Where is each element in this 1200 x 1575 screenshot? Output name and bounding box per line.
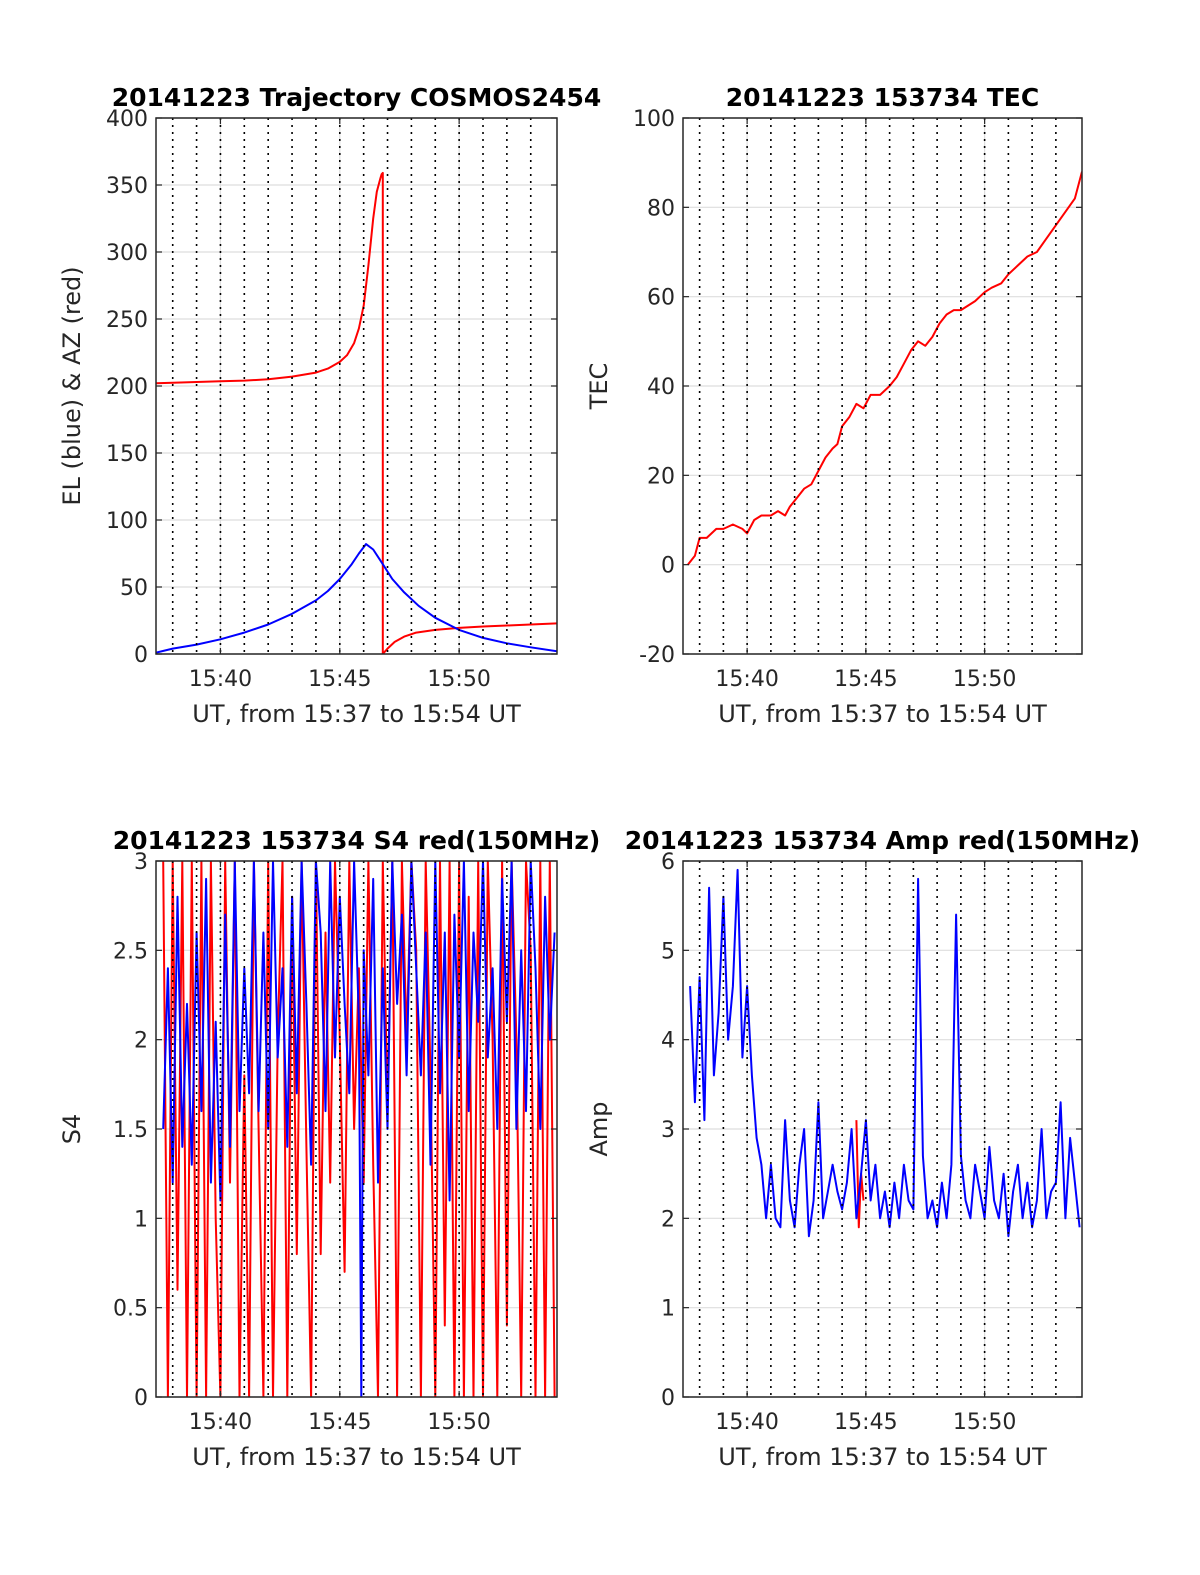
y-tick-label: 350 [106, 174, 148, 199]
x-axis-label: UT, from 15:37 to 15:54 UT [718, 1443, 1047, 1471]
y-tick-label: 1 [661, 1297, 675, 1322]
x-axis-label: UT, from 15:37 to 15:54 UT [718, 700, 1047, 728]
y-tick-label: -20 [639, 643, 675, 668]
y-tick-label: 0 [134, 1386, 148, 1411]
series-group [162, 861, 556, 1397]
y-tick-label: 3 [661, 1118, 675, 1143]
chart-amp: 0 1 2 3 4 5 6 15:40 15:45 15:50 20141223 153734 Am… [585, 826, 1140, 1471]
y-tick-label: 3 [134, 850, 148, 875]
chart-s4: 0 0.5 1 1.5 2 2.5 3 15:40 15:45 15:50 20141223 153… [58, 826, 600, 1471]
series-line-1 [855, 1120, 865, 1229]
y-tick-label: 80 [647, 196, 675, 221]
y-tick-label: 0 [661, 1386, 675, 1411]
y-tick-label: 40 [647, 375, 675, 400]
y-tick-label: 50 [120, 576, 148, 601]
chart-title: 20141223 Trajectory COSMOS2454 [112, 83, 602, 112]
y-tick-label: 2 [134, 1029, 148, 1054]
y-tick-label: 300 [106, 241, 148, 266]
x-tick-label: 15:45 [834, 667, 897, 692]
y-tick-label: 150 [106, 442, 148, 467]
chart-trajectory: 0 50 100 150 200 250 300 350 400 15:40 15:45 15:50 2… [58, 83, 601, 728]
x-axis-label: UT, from 15:37 to 15:54 UT [192, 1443, 521, 1471]
y-tick-label: 0 [134, 643, 148, 668]
x-tick-label: 15:40 [715, 667, 778, 692]
y-axis-label: EL (blue) & AZ (red) [58, 266, 86, 505]
x-tick-label: 15:45 [308, 1410, 371, 1435]
series-line-2 [689, 868, 1081, 1238]
y-tick-label: 6 [661, 850, 675, 875]
x-tick-label: 15:40 [189, 667, 252, 692]
y-tick-label: 60 [647, 286, 675, 311]
x-tick-label: 15:40 [715, 1410, 778, 1435]
y-tick-label: 250 [106, 308, 148, 333]
y-tick-label: 5 [661, 939, 675, 964]
y-tick-label: 0 [661, 554, 675, 579]
chart-title: 20141223 153734 TEC [726, 83, 1039, 112]
y-tick-label: 2.5 [113, 939, 148, 964]
y-tick-label: 2 [661, 1207, 675, 1232]
x-tick-label: 15:50 [427, 667, 490, 692]
y-axis-label: S4 [58, 1114, 86, 1145]
y-tick-label: 1 [134, 1207, 148, 1232]
y-tick-label: 100 [106, 509, 148, 534]
y-tick-label: 1.5 [113, 1118, 148, 1143]
series-line-1 [156, 171, 557, 654]
chart-title: 20141223 153734 S4 red(150MHz) [113, 826, 601, 855]
y-tick-label: 100 [633, 107, 675, 132]
x-tick-label: 15:50 [953, 1410, 1016, 1435]
y-tick-label: 0.5 [113, 1297, 148, 1322]
x-tick-label: 15:40 [189, 1410, 252, 1435]
x-tick-label: 15:50 [953, 667, 1016, 692]
series-line-1 [687, 171, 1082, 566]
y-tick-label: 20 [647, 464, 675, 489]
y-axis-label: TEC [585, 363, 613, 411]
y-tick-label: 400 [106, 107, 148, 132]
series-group [687, 171, 1082, 566]
series-line-2 [162, 861, 556, 1397]
y-axis-label: Amp [585, 1101, 613, 1156]
chart-tec: -20 0 20 40 60 80 100 15:40 15:45 15:50 20141223 1… [585, 83, 1083, 728]
x-tick-label: 15:45 [834, 1410, 897, 1435]
series-line-2 [156, 543, 557, 654]
series-group [689, 868, 1081, 1238]
chart-title: 20141223 153734 Amp red(150MHz) [625, 826, 1141, 855]
y-tick-label: 4 [661, 1029, 675, 1054]
series-group [156, 171, 557, 654]
x-tick-label: 15:45 [308, 667, 371, 692]
y-tick-label: 200 [106, 375, 148, 400]
x-axis-label: UT, from 15:37 to 15:54 UT [192, 700, 521, 728]
x-tick-label: 15:50 [427, 1410, 490, 1435]
